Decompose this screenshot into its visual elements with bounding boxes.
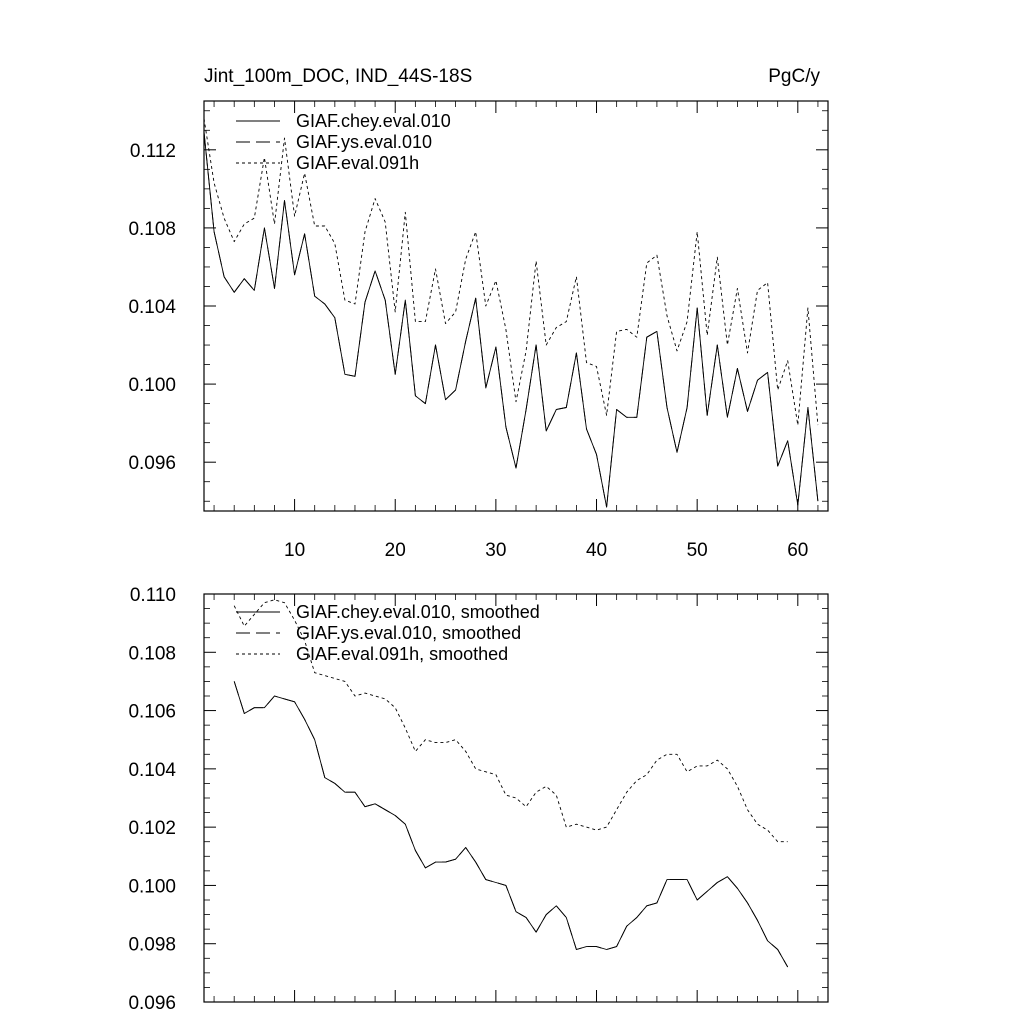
y-tick-label: 0.102	[128, 818, 176, 839]
y-tick-label: 0.096	[128, 453, 176, 474]
y-tick-label: 0.110	[130, 585, 176, 606]
bottom-panel: 0.096 0.098 0.100 0.102 0.104 0.106 0.108 0.110…	[128, 585, 829, 1014]
y-tick-label: 0.100	[128, 375, 176, 396]
x-tick-label: 20	[385, 540, 406, 561]
chart-units: PgC/y	[768, 66, 820, 87]
series-line	[233, 681, 789, 968]
y-tick-label: 0.108	[128, 643, 176, 664]
y-tick-label: 0.104	[128, 297, 176, 318]
series-line	[203, 118, 819, 426]
series-line	[203, 132, 819, 508]
x-tick-label: 60	[787, 540, 808, 561]
x-tick-label: 30	[485, 540, 506, 561]
legend-label: GIAF.chey.eval.010	[296, 111, 451, 131]
y-tick-label: 0.108	[128, 219, 176, 240]
y-tick-label: 0.098	[128, 935, 176, 956]
legend-label: GIAF.eval.091h, smoothed	[296, 644, 508, 664]
x-tick-label: 40	[586, 540, 607, 561]
series-line	[203, 132, 819, 508]
series-line	[233, 599, 788, 843]
legend-label: GIAF.chey.eval.010, smoothed	[296, 602, 540, 622]
x-tick-label: 50	[687, 540, 708, 561]
series-line	[233, 681, 789, 968]
chart-title: Jint_100m_DOC, IND_44S-18S	[204, 66, 472, 87]
y-tick-label: 0.106	[128, 702, 176, 723]
y-tick-label: 0.100	[128, 876, 176, 897]
top-panel: 10 20 30 40 50 60 0.096 0.100 0.104 0.108 0.112 GIA…	[128, 100, 829, 561]
x-tick-label: 10	[284, 540, 305, 561]
y-tick-label: 0.104	[128, 760, 176, 781]
legend-label: GIAF.ys.eval.010	[296, 132, 432, 152]
legend-label: GIAF.ys.eval.010, smoothed	[296, 623, 521, 643]
y-tick-label: 0.112	[130, 141, 176, 162]
legend-label: GIAF.eval.091h	[296, 153, 419, 173]
y-tick-label: 0.096	[128, 993, 176, 1014]
